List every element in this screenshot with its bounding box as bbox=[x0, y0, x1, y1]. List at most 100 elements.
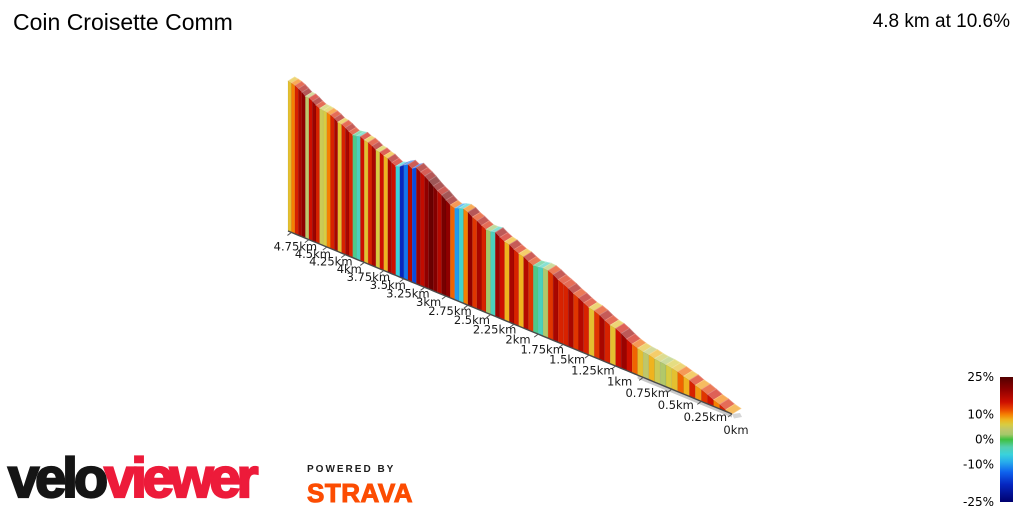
ribbon-segment bbox=[490, 231, 496, 317]
ribbon-segment bbox=[481, 224, 487, 313]
distance-tick bbox=[638, 376, 644, 381]
ribbon-segment bbox=[648, 354, 655, 383]
ribbon-segment bbox=[509, 243, 515, 325]
ribbon-segment bbox=[364, 139, 369, 265]
ribbon-segment bbox=[626, 338, 633, 374]
legend-tick-label: 10% bbox=[967, 408, 994, 422]
ribbon-segment bbox=[542, 267, 549, 339]
distance-tick bbox=[509, 323, 515, 328]
ribbon-segment bbox=[383, 155, 389, 273]
ribbon-segment bbox=[567, 287, 574, 349]
distance-tick bbox=[304, 239, 310, 244]
ribbon-segment bbox=[504, 241, 510, 323]
ribbon-segment bbox=[537, 266, 544, 337]
ribbon-segment bbox=[356, 135, 361, 262]
elevation-ribbon-3d[interactable] bbox=[287, 76, 742, 415]
ribbon-segment bbox=[557, 279, 564, 345]
ribbon-segment bbox=[476, 220, 482, 312]
distance-tick bbox=[584, 354, 590, 359]
ribbon-segment bbox=[301, 91, 306, 239]
ribbon-segment bbox=[552, 273, 559, 343]
distance-tick-label: 2.75km bbox=[428, 304, 471, 318]
ribbon-segment bbox=[495, 231, 501, 319]
ribbon-segment bbox=[360, 136, 365, 263]
ribbon-segment bbox=[441, 194, 447, 297]
distance-tick-label: 4.75km bbox=[274, 240, 317, 254]
legend-tick-label: 0% bbox=[975, 433, 994, 447]
ribbon-segment bbox=[573, 293, 579, 352]
ribbon-segment bbox=[458, 207, 464, 304]
ribbon-segment bbox=[513, 248, 520, 327]
distance-tick-label: 2.25km bbox=[473, 323, 516, 337]
ribbon-segment bbox=[432, 185, 438, 293]
distance-tick-label: 0.25km bbox=[684, 410, 727, 424]
distance-tick-label: 0km bbox=[723, 423, 748, 437]
ribbon-segment bbox=[428, 180, 434, 292]
distance-tick bbox=[379, 270, 385, 274]
distance-tick bbox=[611, 365, 616, 370]
ribbon-segment bbox=[518, 253, 524, 329]
ribbon-segment bbox=[450, 204, 455, 301]
ribbon-segment bbox=[420, 171, 425, 288]
distance-tick bbox=[463, 304, 469, 309]
ribbon-segment bbox=[294, 84, 299, 236]
distance-tick bbox=[533, 333, 539, 338]
legend-tick-label: -25% bbox=[963, 495, 994, 509]
ribbon-segment bbox=[312, 100, 317, 243]
ribbon-segment bbox=[391, 162, 397, 276]
distance-tick-label: 0.5km bbox=[658, 398, 694, 412]
ribbon-segment bbox=[326, 111, 331, 249]
distance-tick bbox=[287, 232, 292, 236]
distance-tick-label: 4.5km bbox=[295, 247, 331, 261]
veloviewer-logo[interactable]: veloviewer bbox=[7, 448, 260, 506]
distance-tick-label: 3km bbox=[416, 295, 441, 309]
distance-tick bbox=[322, 246, 328, 251]
ribbon-segment bbox=[437, 190, 442, 295]
distance-tick-label: 1.5km bbox=[549, 353, 585, 367]
distance-tick-label: 1.25km bbox=[571, 364, 614, 378]
ribbon-segment bbox=[424, 175, 430, 290]
distance-tick-label: 4km bbox=[337, 262, 362, 276]
ribbon-segment bbox=[593, 310, 600, 360]
ribbon-segment bbox=[395, 166, 401, 278]
ribbon-segment bbox=[345, 127, 350, 257]
ribbon-segment bbox=[337, 121, 342, 254]
ribbon-segment bbox=[583, 302, 590, 356]
ribbon-segment bbox=[637, 347, 644, 378]
distance-tick-label: 3.25km bbox=[386, 286, 429, 300]
logo-velo-text: velo bbox=[7, 446, 109, 509]
strava-attribution[interactable]: POWERED BY STRAVA bbox=[306, 464, 413, 509]
ribbon-segment bbox=[615, 327, 622, 369]
ribbon-segment bbox=[298, 87, 303, 238]
ribbon-segment bbox=[463, 208, 469, 306]
distance-tick-label: 3.5km bbox=[370, 278, 406, 292]
distance-axis-line bbox=[287, 230, 733, 415]
gradient-legend-ticks: 25% 10% 0% -10% -25% bbox=[963, 370, 994, 509]
ribbon-segment bbox=[472, 216, 478, 310]
ribbon-segment bbox=[528, 260, 534, 333]
ribbon-segment bbox=[319, 108, 324, 246]
distance-tick bbox=[359, 262, 365, 266]
ribbon-segment bbox=[403, 164, 409, 281]
powered-by-label: POWERED BY bbox=[307, 464, 396, 475]
ribbon-segment bbox=[416, 167, 421, 286]
distance-tick bbox=[727, 413, 733, 418]
ribbon-segment bbox=[671, 367, 678, 392]
ribbon-segment bbox=[367, 141, 373, 266]
climb-summary: 4.8 km at 10.6% bbox=[872, 11, 1010, 32]
legend-tick-label: 25% bbox=[967, 370, 994, 384]
ribbon-segment bbox=[533, 265, 539, 335]
distance-tick bbox=[486, 314, 491, 318]
ribbon-segment bbox=[523, 256, 529, 331]
ribbon-segment bbox=[407, 163, 413, 283]
ribbon-segment bbox=[322, 109, 328, 248]
ribbon-segment bbox=[387, 157, 393, 275]
distance-tick bbox=[399, 278, 405, 283]
distance-tick-label: 1km bbox=[607, 375, 632, 389]
ribbon-segment bbox=[578, 297, 584, 354]
page-title: Coin Croisette Comm bbox=[13, 9, 233, 35]
ribbon-segment bbox=[352, 134, 357, 260]
ribbon-segment bbox=[411, 167, 417, 285]
ribbon-segment bbox=[499, 236, 505, 321]
